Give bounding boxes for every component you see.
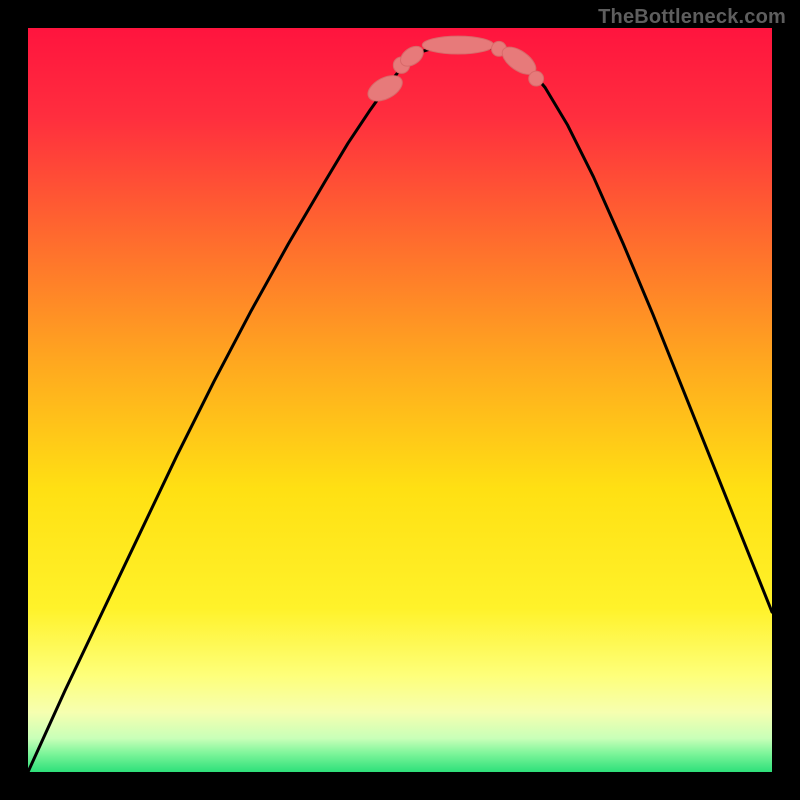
marker-pill bbox=[422, 36, 493, 54]
chart-background bbox=[28, 28, 772, 772]
marker-dot bbox=[529, 71, 544, 86]
watermark-text: TheBottleneck.com bbox=[598, 6, 786, 29]
chart-frame: TheBottleneck.com bbox=[0, 0, 800, 800]
bottleneck-chart bbox=[0, 0, 800, 800]
